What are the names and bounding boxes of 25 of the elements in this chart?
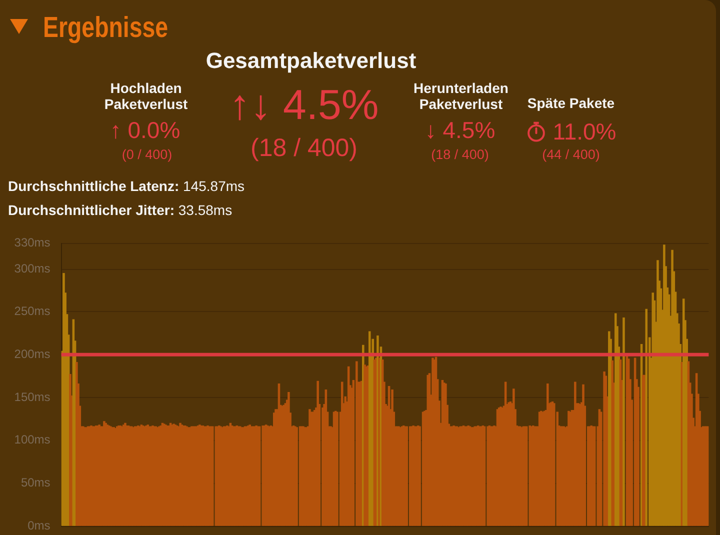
text: ↑↓ 4.5%	[229, 81, 379, 128]
text: Späte Pakete	[527, 95, 615, 112]
text: Durchschnittlicher Jitter:	[8, 202, 174, 218]
text: Hochladen Paketverlust	[104, 80, 188, 112]
y-tick-label: 0ms	[28, 518, 50, 532]
text: Durchschnittliche Latenz:	[8, 178, 180, 194]
text: (18 / 400)	[431, 147, 489, 163]
text: 11.0%	[552, 118, 616, 144]
y-tick-label: 250ms	[14, 304, 50, 318]
text: Ergebnisse	[43, 12, 168, 44]
y-tick-label: 150ms	[14, 390, 50, 404]
text: ↓ 4.5%	[424, 117, 496, 144]
text: (18 / 400)	[250, 134, 358, 162]
text: (44 / 400)	[542, 147, 600, 163]
text: Gesamtpaketverlust	[206, 48, 416, 74]
text: (0 / 400)	[122, 147, 172, 163]
text: Herunterladen Paketverlust	[414, 80, 508, 112]
y-tick-label: 300ms	[14, 261, 50, 276]
y-tick-label: 100ms	[14, 432, 50, 447]
y-tick-label: 50ms	[20, 475, 50, 490]
y-tick-label: 200ms	[14, 346, 50, 361]
y-tick-label: 330ms	[14, 236, 50, 250]
text: 33.58ms	[178, 202, 232, 218]
text: 145.87ms	[183, 178, 245, 194]
text: ↑ 0.0%	[110, 117, 180, 144]
